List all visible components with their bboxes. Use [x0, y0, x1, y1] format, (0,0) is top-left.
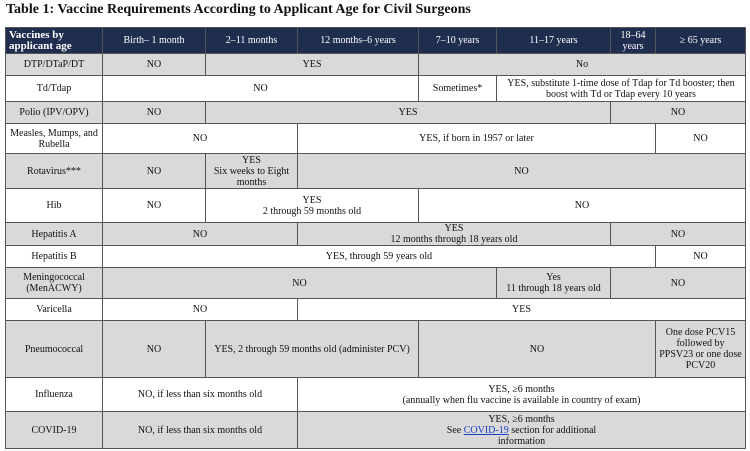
- cell: NO: [102, 320, 206, 378]
- cell: YES 12 months through 18 years old: [297, 222, 611, 246]
- table-title: Table 1: Vaccine Requirements According …: [6, 2, 471, 17]
- cell: NO: [102, 222, 298, 246]
- cell: YES: [205, 53, 419, 76]
- vaccine-name: Polio (IPV/OPV): [5, 101, 103, 124]
- cell-line: (annually when flu vaccine is available …: [402, 394, 641, 406]
- cell: YES: [297, 298, 746, 321]
- row: Hepatitis A NO YES 12 months through 18 y…: [5, 222, 746, 246]
- cell: NO: [655, 123, 746, 154]
- cell: NO: [418, 188, 746, 223]
- row: Measles, Mumps, and Rubella NO YES, if b…: [5, 123, 746, 154]
- cell: YES 2 through 59 months old: [205, 188, 419, 223]
- vaccine-name: Hepatitis B: [5, 245, 103, 268]
- cell: NO: [102, 123, 298, 154]
- header-cell: 2–11 months: [205, 27, 298, 54]
- cell: No: [418, 53, 746, 76]
- vaccine-name: Meningococcal (MenACWY): [5, 267, 103, 299]
- vaccine-name: Td/Tdap: [5, 75, 103, 102]
- cell-line: See COVID-19 section for additional info…: [427, 425, 617, 447]
- vaccine-name: DTP/DTaP/DT: [5, 53, 103, 76]
- header-cell: Vaccines by applicant age: [5, 27, 103, 54]
- header-cell: 7–10 years: [418, 27, 497, 54]
- vaccine-name: COVID-19: [5, 411, 103, 449]
- cell-text: section for additional information: [497, 424, 597, 447]
- cell: YES, substitute 1-time dose of Tdap for …: [496, 75, 746, 102]
- row: Hepatitis B YES, through 59 years old NO: [5, 245, 746, 268]
- cell: NO, if less than six months old: [102, 377, 298, 412]
- row: Meningococcal (MenACWY) NO Yes 11 through…: [5, 267, 746, 299]
- row: Influenza NO, if less than six months ol…: [5, 377, 746, 412]
- vaccine-table: Vaccines by applicant age Birth– 1 month…: [5, 27, 746, 449]
- cell: NO, if less than six months old: [102, 411, 298, 449]
- cell: NO: [102, 188, 206, 223]
- cell: Sometimes*: [418, 75, 497, 102]
- cell: YES, through 59 years old: [102, 245, 656, 268]
- cell-line: YES: [242, 154, 261, 166]
- cell: NO: [102, 298, 298, 321]
- cell: NO: [102, 267, 497, 299]
- cell: One dose PCV15 followed by PPSV23 or one…: [655, 320, 746, 378]
- cell: NO: [610, 222, 746, 246]
- header-cell: 18–64 years: [610, 27, 656, 54]
- cell: NO: [102, 53, 206, 76]
- vaccine-name: Hepatitis A: [5, 222, 103, 246]
- vaccine-name: Rotavirus***: [5, 153, 103, 189]
- cell: YES, if born in 1957 or later: [297, 123, 656, 154]
- cell: NO: [418, 320, 656, 378]
- cell: YES, ≥6 months (annually when flu vaccine…: [297, 377, 746, 412]
- cell-line: YES: [302, 194, 322, 206]
- cell-line: YES, ≥6 months: [488, 383, 555, 395]
- cell: NO: [297, 153, 746, 189]
- cell: NO: [102, 75, 419, 102]
- cell: NO: [102, 101, 206, 124]
- cell-text: See: [446, 424, 462, 436]
- cell-text: YES, if born in 1957 or later: [419, 133, 534, 144]
- cell-line: 12 months through 18 years old: [390, 234, 518, 245]
- vaccine-name: Measles, Mumps, and Rubella: [5, 123, 103, 154]
- cell: NO: [102, 153, 206, 189]
- cell: Yes 11 through 18 years old: [496, 267, 611, 299]
- row: Hib NO YES 2 through 59 months old NO: [5, 188, 746, 223]
- cell-line: YES: [444, 223, 464, 234]
- row: Pneumococcal NO YES, 2 through 59 months…: [5, 320, 746, 378]
- cell: YES Six weeks to Eight months: [205, 153, 298, 189]
- cell-line: 2 through 59 months old: [262, 205, 362, 217]
- vaccine-name: Hib: [5, 188, 103, 223]
- row: Polio (IPV/OPV) NO YES NO: [5, 101, 746, 124]
- cell-line: Yes: [546, 272, 561, 283]
- row: DTP/DTaP/DT NO YES No: [5, 53, 746, 76]
- cell-line: Six weeks to Eight months: [213, 165, 290, 188]
- vaccine-name: Influenza: [5, 377, 103, 412]
- row: Rotavirus*** NO YES Six weeks to Eight mo…: [5, 153, 746, 189]
- header-row: Vaccines by applicant age Birth– 1 month…: [5, 27, 746, 54]
- cell: NO: [610, 101, 746, 124]
- cell: NO: [655, 245, 746, 268]
- row: COVID-19 NO, if less than six months old…: [5, 411, 746, 449]
- header-cell: Birth– 1 month: [102, 27, 206, 54]
- header-cell: 12 months–6 years: [297, 27, 419, 54]
- cell: YES, ≥6 months See COVID-19 section for …: [297, 411, 746, 449]
- cell: YES: [205, 101, 611, 124]
- cell: YES, 2 through 59 months old (administer…: [205, 320, 419, 378]
- vaccine-name: Varicella: [5, 298, 103, 321]
- row: Td/Tdap NO Sometimes* YES, substitute 1-…: [5, 75, 746, 102]
- cell: NO: [610, 267, 746, 299]
- vaccine-name: Pneumococcal: [5, 320, 103, 378]
- cell-line: 11 through 18 years old: [506, 283, 601, 294]
- header-cell: ≥ 65 years: [655, 27, 746, 54]
- row: Varicella NO YES: [5, 298, 746, 321]
- cell-line: YES, ≥6 months: [488, 413, 555, 425]
- covid-link[interactable]: COVID-19: [463, 424, 509, 436]
- header-cell: 11–17 years: [496, 27, 611, 54]
